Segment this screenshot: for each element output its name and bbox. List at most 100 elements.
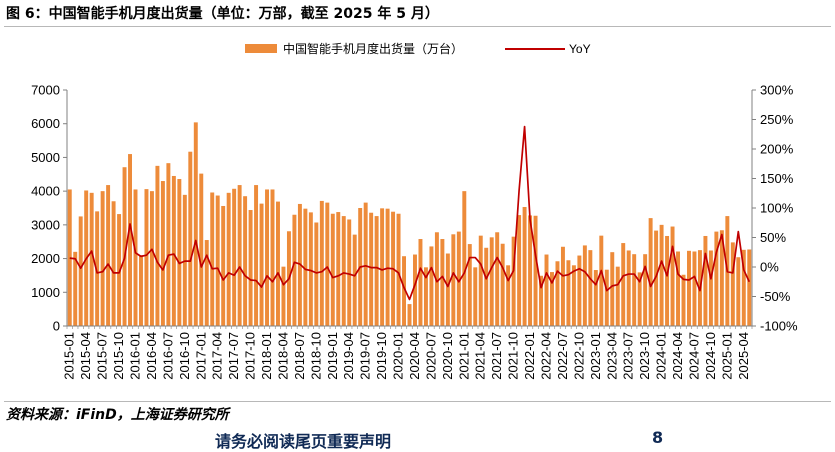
left-tick-label: 5000 xyxy=(31,150,60,165)
bar xyxy=(78,216,83,326)
bar xyxy=(243,196,248,326)
bar xyxy=(489,237,494,326)
shipment-chart: 中国智能手机月度出货量（万台） YoY 0 1000 2000 3000 4000 500… xyxy=(31,41,798,380)
x-tick-label: 2024-07 xyxy=(686,332,701,380)
bar xyxy=(440,239,445,326)
bar xyxy=(423,267,428,326)
bar xyxy=(396,213,401,326)
bar xyxy=(89,192,94,326)
bar xyxy=(571,265,576,326)
bar xyxy=(730,242,735,326)
bar xyxy=(544,254,549,326)
footer-disclaimer: 请务必阅读尾页重要声明 xyxy=(215,432,392,451)
bar xyxy=(517,215,522,326)
bar xyxy=(204,240,209,326)
x-tick-label: 2021-10 xyxy=(506,332,521,380)
x-tick-label: 2017-07 xyxy=(226,332,241,380)
right-tick-label: 0% xyxy=(760,260,779,275)
x-tick-label: 2023-04 xyxy=(604,332,619,380)
bar xyxy=(221,205,226,326)
x-tick-label: 2016-01 xyxy=(128,332,143,380)
bar xyxy=(330,213,335,326)
bar xyxy=(336,212,341,326)
x-tick-label: 2019-04 xyxy=(341,332,356,380)
x-tick-label: 2015-07 xyxy=(95,332,110,380)
bar xyxy=(560,246,565,326)
bar xyxy=(341,216,346,326)
bar xyxy=(719,230,724,326)
legend-bar-label: 中国智能手机月度出货量（万台） xyxy=(283,41,463,56)
bar xyxy=(648,218,653,326)
figure-title: 图 6：中国智能手机月度出货量（单位：万部，截至 2025 年 5 月） xyxy=(6,6,439,22)
bar xyxy=(676,251,680,326)
bar xyxy=(199,173,204,326)
x-tick-label: 2023-10 xyxy=(637,332,652,380)
x-tick-label: 2017-10 xyxy=(243,332,258,380)
bar xyxy=(741,249,746,326)
chart-axes: 0 1000 2000 3000 4000 5000 6000 7000 -100% -50% 0%… xyxy=(31,83,798,380)
right-tick-label: 100% xyxy=(760,201,794,216)
bar xyxy=(402,256,406,326)
bar xyxy=(160,181,165,326)
bar xyxy=(610,252,615,326)
yoy-line xyxy=(69,125,751,301)
x-tick-label: 2018-07 xyxy=(292,332,307,380)
bar xyxy=(429,246,434,326)
bar xyxy=(155,165,160,326)
legend-bar-swatch xyxy=(245,44,277,53)
source-note: 资料来源：iFinD，上海证券研究所 xyxy=(6,407,229,423)
bar xyxy=(188,151,193,326)
left-tick-label: 2000 xyxy=(31,251,60,266)
bar xyxy=(626,250,631,326)
bar xyxy=(550,272,554,326)
bar xyxy=(456,231,461,326)
right-tick-label: 200% xyxy=(760,142,794,157)
bar xyxy=(193,122,198,327)
bar xyxy=(539,275,543,326)
bar xyxy=(692,251,697,326)
x-tick-label: 2016-04 xyxy=(144,332,159,380)
x-tick-label: 2020-07 xyxy=(423,332,438,380)
bar xyxy=(254,185,259,326)
x-tick-label: 2024-10 xyxy=(703,332,718,380)
bar xyxy=(352,234,357,326)
left-tick-label: 3000 xyxy=(31,217,60,232)
bar xyxy=(736,257,741,326)
bar xyxy=(434,232,439,326)
bar xyxy=(270,189,275,326)
bar xyxy=(478,235,483,326)
bar xyxy=(144,189,149,326)
bar xyxy=(708,250,713,326)
bar xyxy=(599,235,604,326)
x-tick-label: 2018-04 xyxy=(275,332,290,380)
bar xyxy=(210,192,215,326)
bar xyxy=(604,269,609,326)
bar xyxy=(380,208,385,326)
bar xyxy=(462,191,467,326)
bar xyxy=(654,230,659,326)
bar xyxy=(670,226,675,326)
bar xyxy=(528,215,533,326)
bar xyxy=(407,304,412,326)
bar xyxy=(281,266,286,326)
bar xyxy=(445,253,450,326)
bar xyxy=(643,254,648,326)
bar xyxy=(133,189,138,326)
bar xyxy=(303,208,308,326)
bar xyxy=(500,243,505,326)
right-tick-label: 300% xyxy=(760,83,794,98)
bar xyxy=(308,212,313,326)
bar xyxy=(177,179,182,326)
left-tick-label: 7000 xyxy=(31,83,60,98)
bar xyxy=(128,154,132,326)
bar xyxy=(314,222,319,326)
left-tick-label: 1000 xyxy=(31,285,60,300)
bar xyxy=(588,250,593,326)
legend-line-label: YoY xyxy=(569,42,591,56)
bar xyxy=(73,251,78,326)
bar xyxy=(522,206,527,326)
bar xyxy=(632,254,637,326)
title-divider xyxy=(4,26,831,27)
bar xyxy=(451,234,456,326)
bar xyxy=(171,175,176,326)
